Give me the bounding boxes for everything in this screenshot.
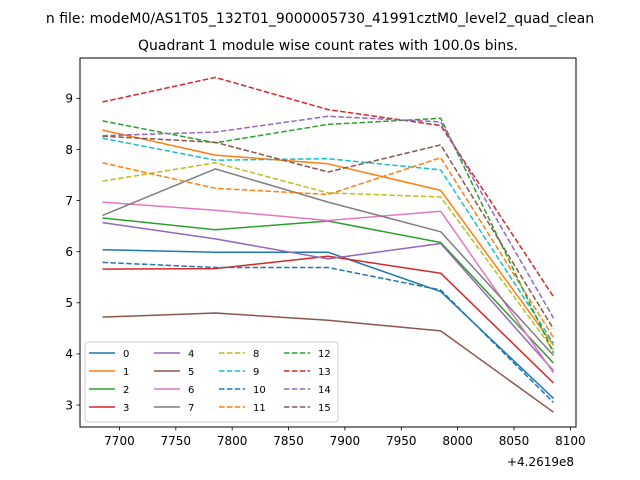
legend-label-9: 9 bbox=[253, 367, 259, 378]
series-line-6 bbox=[102, 201, 555, 374]
x-tick-label: 7750 bbox=[161, 434, 192, 448]
x-tick-label: 7900 bbox=[330, 434, 361, 448]
series-line-3 bbox=[102, 255, 555, 384]
series-line-14 bbox=[102, 115, 555, 319]
series-line-0 bbox=[102, 248, 555, 399]
series-line-13 bbox=[102, 76, 555, 298]
y-tick-label: 5 bbox=[65, 296, 73, 310]
series-line-5 bbox=[102, 312, 554, 413]
legend-label-14: 14 bbox=[318, 385, 331, 396]
legend-label-10: 10 bbox=[253, 385, 266, 396]
series-line-4 bbox=[102, 221, 555, 372]
y-tick-label: 3 bbox=[65, 398, 73, 412]
series-line-11 bbox=[102, 156, 555, 338]
series-line-8 bbox=[102, 162, 555, 351]
x-tick-label: 7950 bbox=[386, 434, 417, 448]
legend-label-7: 7 bbox=[188, 403, 194, 414]
y-tick-label: 7 bbox=[65, 194, 73, 208]
legend-label-0: 0 bbox=[123, 349, 129, 360]
x-tick-label: 8050 bbox=[499, 434, 530, 448]
legend-label-3: 3 bbox=[123, 403, 129, 414]
legend-label-15: 15 bbox=[318, 403, 331, 414]
figure-suptitle: n file: modeM0/AS1T05_132T01_9000005730_… bbox=[46, 11, 594, 27]
legend-label-6: 6 bbox=[188, 385, 194, 396]
y-tick-label: 6 bbox=[65, 245, 73, 259]
y-tick-label: 9 bbox=[65, 92, 73, 106]
x-tick-label: 7850 bbox=[273, 434, 304, 448]
series-line-12 bbox=[102, 117, 555, 354]
legend-label-11: 11 bbox=[253, 403, 266, 414]
legend-label-1: 1 bbox=[123, 367, 129, 378]
x-tick-label: 8000 bbox=[442, 434, 473, 448]
series-line-15 bbox=[102, 135, 555, 330]
series-lines bbox=[102, 76, 555, 413]
x-tick-label: 7800 bbox=[217, 434, 248, 448]
y-tick-label: 8 bbox=[65, 143, 73, 157]
series-line-7 bbox=[102, 168, 555, 356]
legend-label-4: 4 bbox=[188, 349, 194, 360]
legend-label-13: 13 bbox=[318, 367, 331, 378]
x-tick-label: 8100 bbox=[555, 434, 586, 448]
series-line-9 bbox=[102, 137, 555, 344]
legend-label-2: 2 bbox=[123, 385, 129, 396]
axes: 7700 7750 7800 7850 7900 7950 8000 8050 81003456… bbox=[65, 92, 585, 448]
plot-frame bbox=[79, 57, 577, 428]
series-line-10 bbox=[102, 261, 555, 404]
y-tick-label: 4 bbox=[65, 347, 73, 361]
legend-label-8: 8 bbox=[253, 349, 259, 360]
x-offset-label: +4.2619e8 bbox=[507, 455, 574, 469]
legend-box bbox=[84, 341, 339, 423]
chart-title: Quadrant 1 module wise count rates with … bbox=[138, 38, 518, 54]
legend-label-5: 5 bbox=[188, 367, 194, 378]
legend-label-12: 12 bbox=[318, 349, 331, 360]
x-tick-label: 7700 bbox=[104, 434, 135, 448]
series-line-1 bbox=[102, 129, 555, 346]
